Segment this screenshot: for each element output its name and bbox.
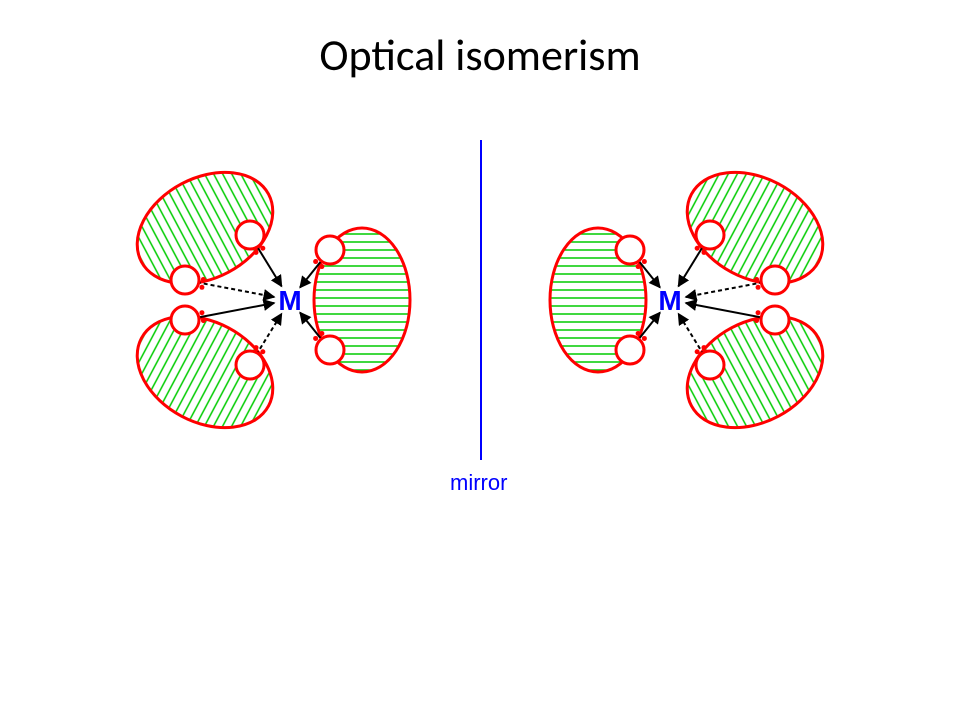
svg-text:M: M (278, 285, 301, 316)
svg-text:M: M (658, 285, 681, 316)
isomer-left-svg: M (90, 150, 430, 450)
slide: Optical isomerism mirror M M (0, 0, 960, 720)
isomer-left: M (90, 150, 430, 450)
mirror-line (480, 140, 482, 460)
isomer-right-svg: M (530, 150, 870, 450)
page-title: Optical isomerism (0, 28, 960, 82)
mirror-label: mirror (450, 470, 507, 496)
diagram-area: mirror M M (80, 140, 880, 600)
isomer-right: M (530, 150, 870, 450)
